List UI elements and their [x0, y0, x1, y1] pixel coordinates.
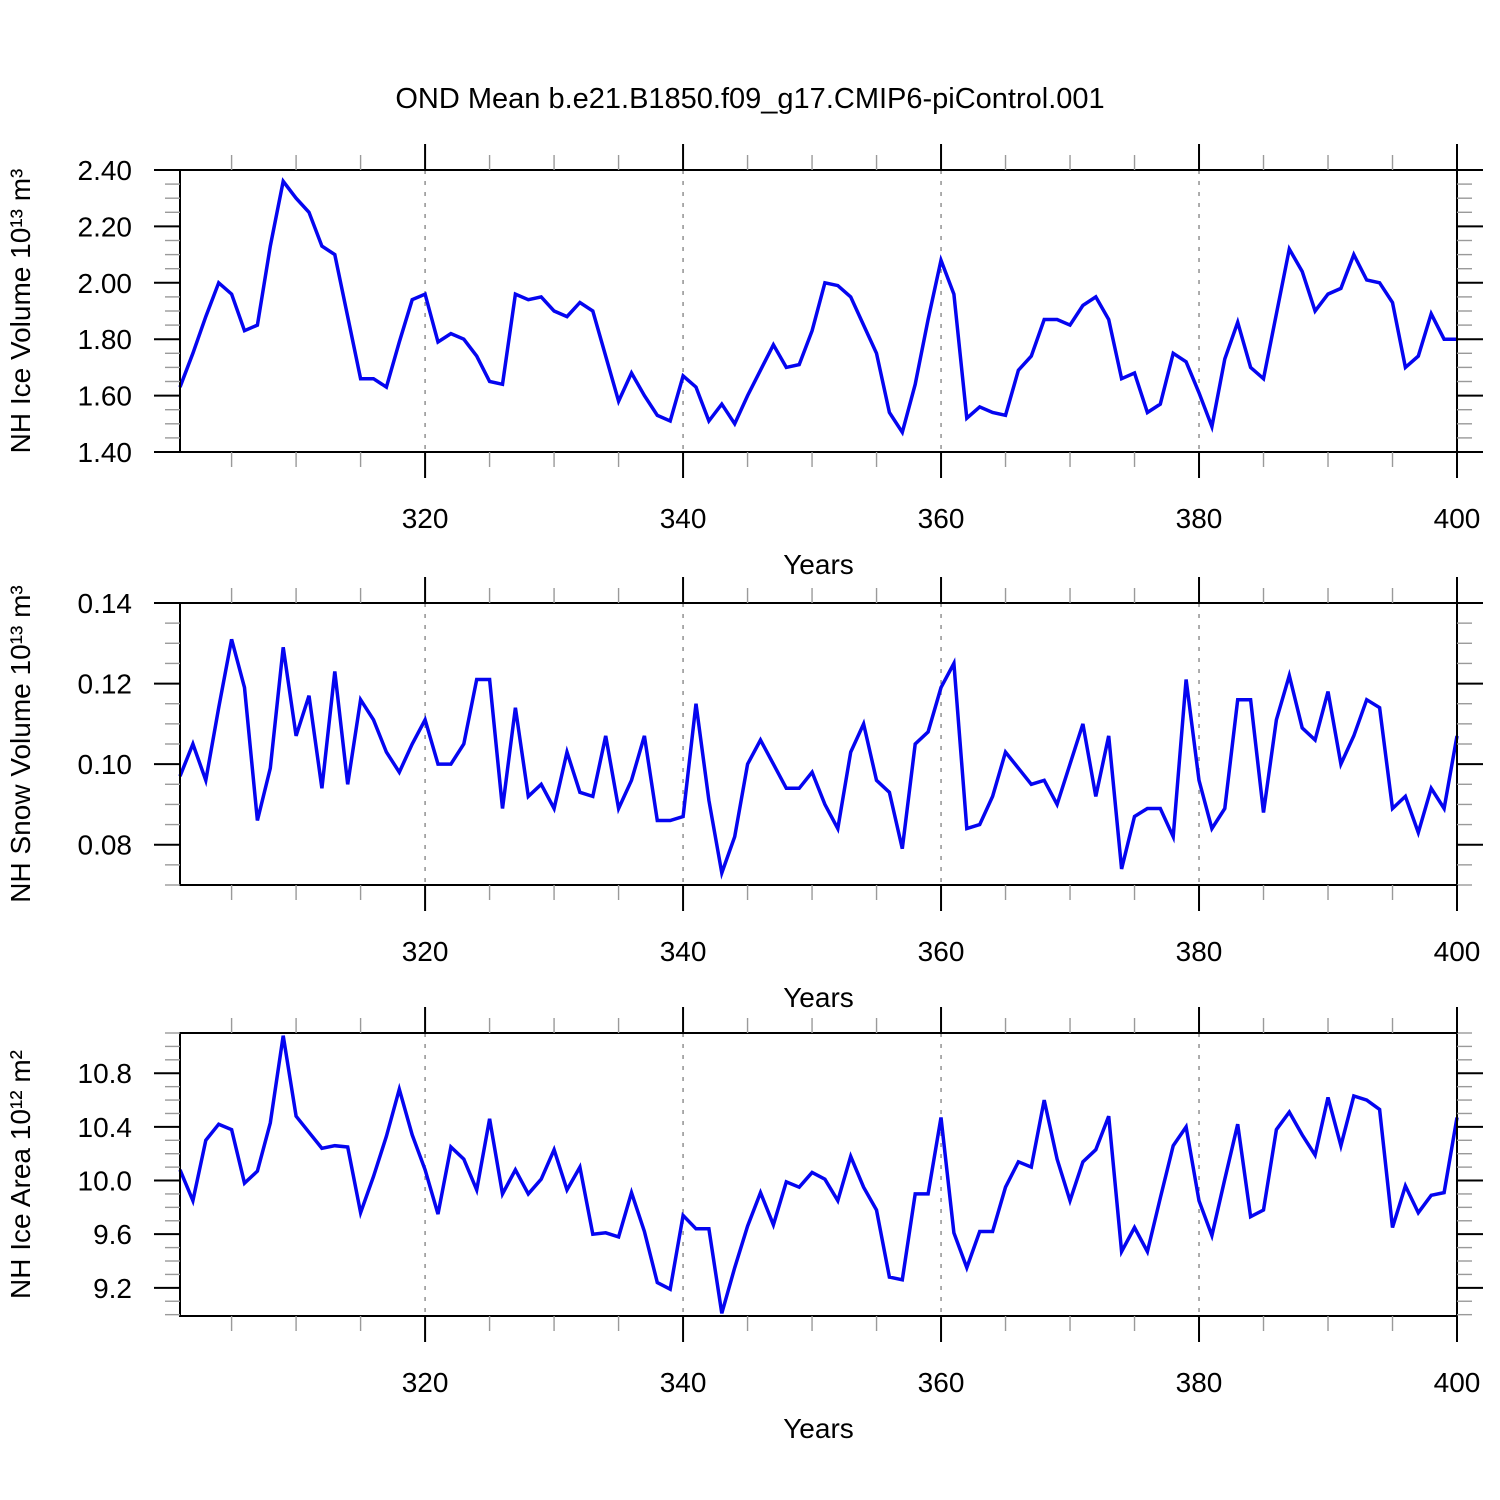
y-tick-label: 2.00 — [78, 268, 133, 299]
x-tick-label: 340 — [660, 936, 707, 967]
x-tick-label: 360 — [918, 503, 965, 534]
x-tick-label: 340 — [660, 503, 707, 534]
y-tick-label: 0.14 — [78, 588, 133, 619]
y-tick-label: 10.8 — [78, 1058, 133, 1089]
y-axis-label: NH Ice Volume 10¹³ m³ — [5, 169, 36, 454]
y-axis-label: NH Ice Area 10¹² m² — [5, 1050, 36, 1299]
plot-frame — [179, 1032, 1458, 1317]
y-tick-label: 0.08 — [78, 830, 133, 861]
chart-title: OND Mean b.e21.B1850.f09_g17.CMIP6-piCon… — [395, 83, 1105, 115]
x-tick-label: 400 — [1434, 503, 1481, 534]
y-tick-label: 10.4 — [78, 1112, 133, 1143]
x-axis-label: Years — [783, 1413, 854, 1444]
x-tick-label: 360 — [918, 936, 965, 967]
x-tick-label: 360 — [918, 1367, 965, 1398]
x-tick-label: 340 — [660, 1367, 707, 1398]
series-line — [178, 177, 1457, 437]
x-tick-label: 320 — [402, 503, 449, 534]
x-axis-label: Years — [783, 982, 854, 1013]
y-tick-label: 2.20 — [78, 211, 133, 242]
y-axis-label: NH Snow Volume 10¹³ m³ — [5, 585, 36, 902]
x-tick-label: 380 — [1176, 936, 1223, 967]
x-tick-label: 400 — [1434, 936, 1481, 967]
panel-2: 0.08 0.10 0.12 0.14 320 340 360 380 400 Years NH S… — [5, 577, 1483, 1013]
x-tick-label: 380 — [1176, 1367, 1223, 1398]
series-line — [178, 638, 1459, 880]
y-tick-label: 1.40 — [78, 437, 133, 468]
x-axis-label: Years — [783, 549, 854, 580]
y-tick-label: 1.60 — [78, 381, 133, 412]
y-tick-label: 10.0 — [78, 1166, 133, 1197]
panel-1: 1.40 1.60 1.80 2.00 2.20 2.40 320 340 360 380 400 Y… — [5, 144, 1483, 580]
y-tick-label: 0.12 — [78, 669, 133, 700]
series-line — [178, 1035, 1459, 1314]
x-tick-label: 400 — [1434, 1367, 1481, 1398]
x-tick-label: 320 — [402, 936, 449, 967]
panel-3: 9.2 9.6 10.0 10.4 10.8 320 340 360 380 400 Years NH… — [5, 1007, 1483, 1444]
y-tick-label: 1.80 — [78, 324, 133, 355]
y-tick-label: 9.2 — [93, 1273, 132, 1304]
plot-frame — [179, 602, 1458, 886]
y-tick-label: 2.40 — [78, 155, 133, 186]
x-tick-label: 320 — [402, 1367, 449, 1398]
y-tick-label: 9.6 — [93, 1219, 132, 1250]
x-tick-label: 380 — [1176, 503, 1223, 534]
y-tick-label: 0.10 — [78, 749, 133, 780]
